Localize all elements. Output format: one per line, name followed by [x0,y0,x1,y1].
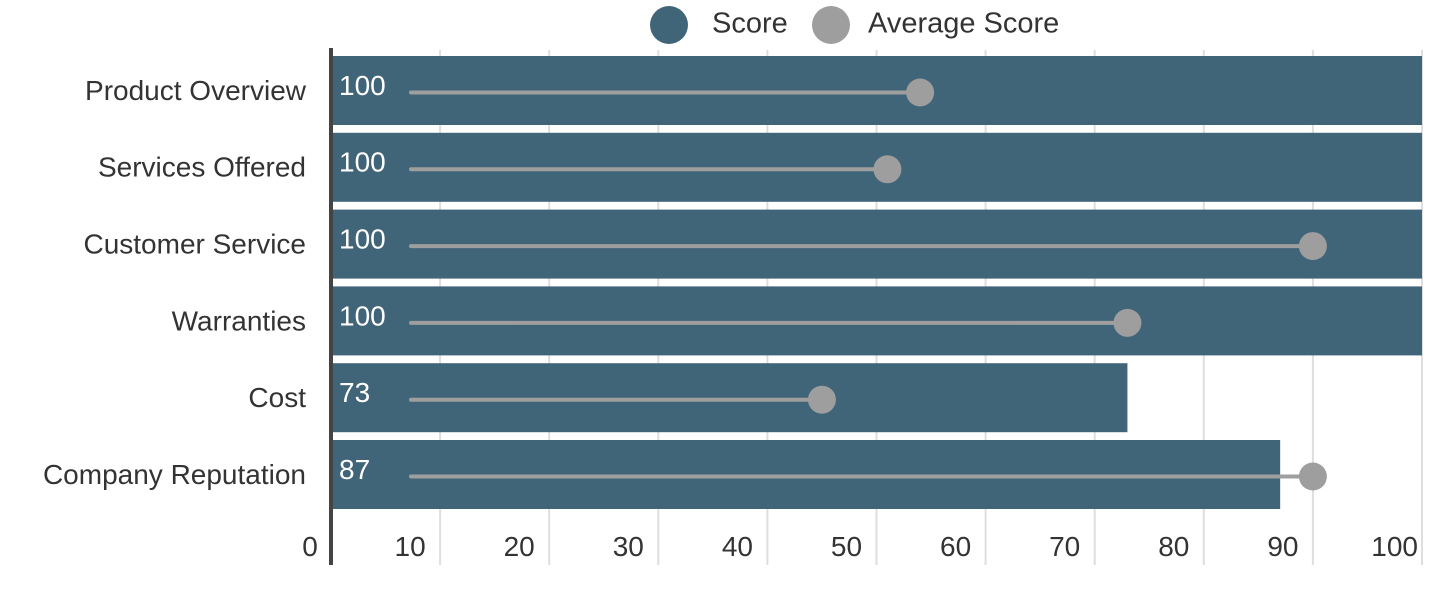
bar-value-label: 100 [339,70,386,101]
x-tick-label: 10 [395,531,426,562]
average-score-marker [906,78,935,107]
category-label: Services Offered [98,152,306,183]
average-score-marker [873,155,902,184]
legend-swatch [812,6,850,44]
legend-label: Score [712,8,788,40]
category-label: Company Reputation [43,459,306,490]
bar-value-label: 73 [339,377,370,408]
x-tick-label: 30 [613,531,644,562]
category-labels: Product Overview Services Offered Customer… [43,75,307,490]
x-tick-label: 70 [1049,531,1080,562]
x-tick-label: 100 [1371,531,1418,562]
legend-swatch [650,6,688,44]
x-tick-label: 60 [940,531,971,562]
x-tick-label: 0 [302,531,318,562]
bar-value-label: 100 [339,147,386,178]
average-score-markers [409,78,1327,491]
x-tick-label: 80 [1158,531,1189,562]
bar-value-label: 100 [339,300,386,331]
category-label: Warranties [172,305,306,336]
bar-value-label: 100 [339,223,386,254]
legend-label: Average Score [868,8,1059,40]
bar-value-labels: 100 100 100 100 73 87 [339,70,386,485]
x-tick-label: 90 [1267,531,1298,562]
category-label: Customer Service [83,228,306,259]
average-score-marker [1298,232,1327,261]
x-axis-ticks: 0 10 20 30 40 50 60 70 80 90 100 [302,531,1418,562]
x-tick-label: 40 [722,531,753,562]
average-score-marker [1113,308,1142,337]
category-label: Cost [248,382,306,413]
bar-value-label: 87 [339,454,370,485]
legend: Score Average Score [650,6,1059,44]
category-label: Product Overview [85,75,307,106]
average-score-marker [1298,462,1327,491]
x-tick-label: 50 [831,531,862,562]
x-tick-label: 20 [504,531,535,562]
average-score-marker [807,385,836,414]
